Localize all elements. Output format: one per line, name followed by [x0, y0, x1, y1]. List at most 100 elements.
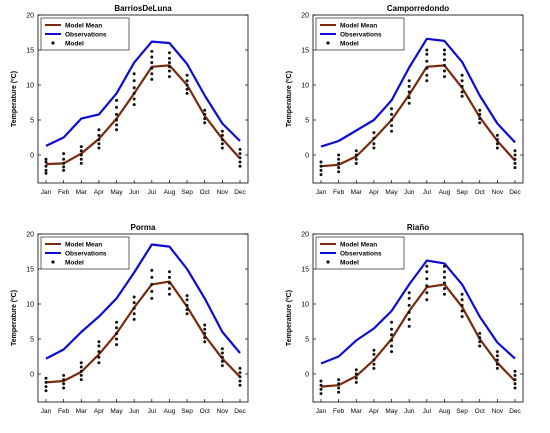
y-tick-label: 10 — [26, 302, 34, 309]
model-point — [238, 383, 242, 387]
series-line-model-mean — [320, 283, 516, 388]
model-point — [372, 142, 376, 146]
model-point — [337, 153, 341, 157]
model-point — [238, 379, 242, 383]
model-point — [354, 368, 358, 372]
model-point — [238, 156, 242, 160]
model-point — [442, 275, 446, 279]
x-tick-label: Jun — [129, 408, 140, 415]
model-point — [115, 105, 119, 109]
model-point — [62, 378, 66, 382]
x-tick-label: Jun — [404, 189, 415, 196]
model-point — [407, 96, 411, 100]
legend-label-model: Model — [340, 41, 359, 48]
x-tick-label: May — [110, 408, 123, 415]
model-point — [442, 52, 446, 56]
model-point — [460, 315, 464, 319]
model-point — [337, 378, 341, 382]
model-point — [79, 373, 83, 377]
x-tick-label: Nov — [492, 189, 504, 196]
model-point — [150, 66, 154, 70]
model-point — [390, 118, 394, 122]
model-point — [425, 59, 429, 63]
model-point — [390, 107, 394, 111]
model-point — [390, 320, 394, 324]
model-point — [44, 164, 48, 168]
model-point — [238, 164, 242, 168]
model-point — [185, 308, 189, 312]
model-point — [167, 275, 171, 279]
model-point — [442, 287, 446, 291]
model-point — [513, 166, 517, 170]
chart-title: Riaño — [407, 223, 429, 232]
model-point — [150, 77, 154, 81]
model-point — [390, 344, 394, 348]
model-point — [150, 72, 154, 76]
model-point — [185, 87, 189, 91]
model-point — [354, 157, 358, 161]
model-point — [354, 372, 358, 376]
model-point — [442, 69, 446, 73]
model-point — [495, 350, 499, 354]
model-point — [442, 270, 446, 274]
legend-label-model-mean: Model Mean — [340, 23, 377, 30]
model-point — [203, 323, 207, 327]
x-tick-label: Jun — [129, 189, 140, 196]
model-point — [115, 98, 119, 102]
model-point — [150, 289, 154, 293]
model-point — [44, 168, 48, 172]
model-point — [44, 171, 48, 175]
model-point — [220, 133, 224, 137]
chart-panel-3: Porma 0 5 10 15 20 Jan Feb Mar Apr May Jun Jul Aug Sep… — [11, 223, 249, 415]
model-point — [478, 344, 482, 348]
chart-title: Camporredondo — [387, 4, 449, 13]
x-tick-label: Jul — [423, 189, 432, 196]
model-point — [513, 382, 517, 386]
model-point — [132, 306, 136, 310]
model-point — [238, 371, 242, 375]
x-tick-label: Jan — [316, 189, 327, 196]
model-point — [167, 65, 171, 69]
model-point — [495, 142, 499, 146]
model-point — [513, 157, 517, 161]
model-point — [460, 292, 464, 296]
chart-panel-1: BarriosDeLuna 0 5 10 15 20 Jan Feb Mar Apr May Jun J… — [11, 4, 249, 196]
model-point — [203, 327, 207, 331]
x-tick-label: May — [385, 408, 398, 415]
model-point — [97, 340, 101, 344]
model-point — [337, 382, 341, 386]
model-point — [62, 168, 66, 172]
model-point — [203, 331, 207, 335]
model-point — [220, 138, 224, 142]
model-point — [407, 296, 411, 300]
model-point — [337, 157, 341, 161]
model-point — [337, 166, 341, 170]
y-tick-label: 20 — [26, 232, 34, 239]
axes-frame — [312, 14, 524, 184]
y-tick-label: 5 — [30, 337, 34, 344]
model-point — [513, 149, 517, 153]
model-point — [372, 362, 376, 366]
legend-swatch-model — [51, 41, 55, 45]
x-tick-label: Apr — [94, 189, 105, 196]
legend-swatch-model — [326, 260, 330, 264]
model-point — [62, 157, 66, 161]
model-point — [132, 86, 136, 90]
model-point — [354, 161, 358, 165]
chart-title: Porma — [131, 223, 156, 232]
model-point — [425, 291, 429, 295]
model-point — [319, 160, 323, 164]
model-point — [185, 294, 189, 298]
model-point — [132, 72, 136, 76]
model-point — [185, 298, 189, 302]
y-tick-label: 15 — [26, 267, 34, 274]
model-point — [372, 136, 376, 140]
model-point — [203, 121, 207, 125]
model-point — [79, 149, 83, 153]
model-point — [132, 317, 136, 321]
model-point — [132, 91, 136, 95]
legend-label-observations: Observations — [340, 32, 382, 39]
model-point — [167, 75, 171, 79]
model-point — [425, 277, 429, 281]
model-point — [150, 282, 154, 286]
